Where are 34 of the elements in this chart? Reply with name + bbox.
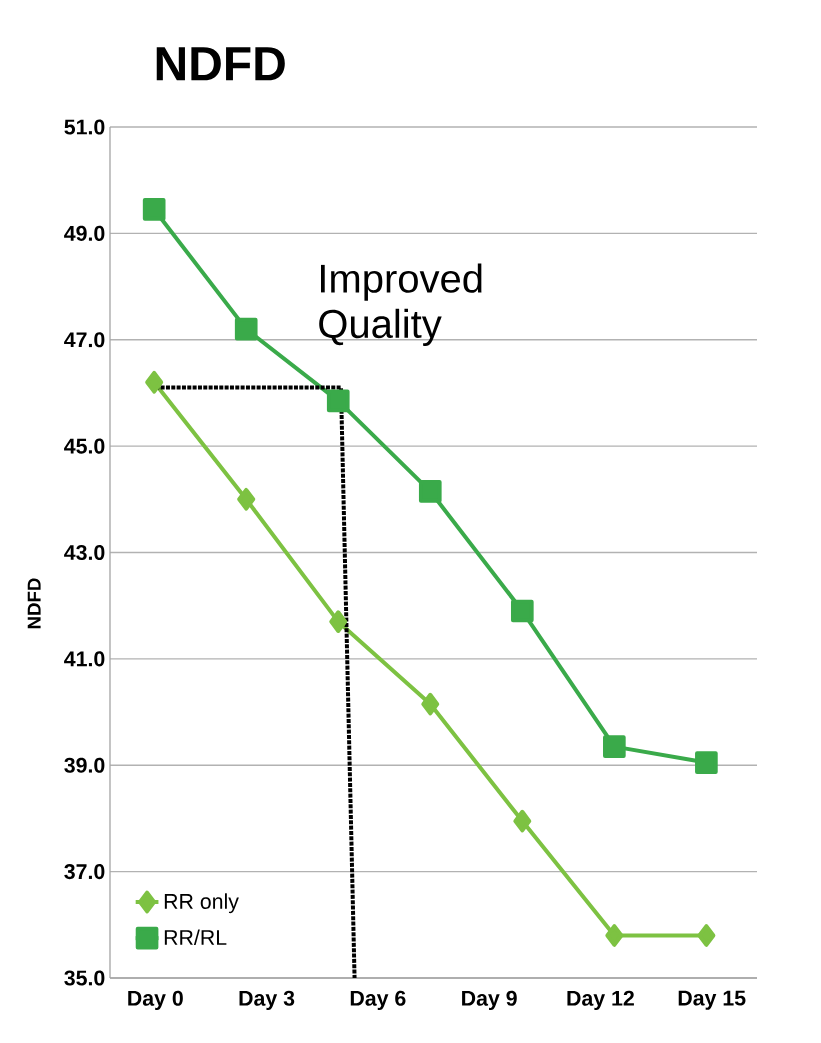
text: Day 6 [350,990,406,1011]
point [329,610,348,633]
text: Day 0 [128,990,183,1011]
text: Day 9 [462,990,517,1011]
text: Day 12 [567,990,634,1011]
legend-label: RR/RL [164,929,227,946]
point [234,317,258,341]
y-tick-label: 35.0 [64,970,105,986]
y-axis-title: NDFD [27,578,41,629]
point [237,487,256,511]
point [142,198,166,221]
annotation: Improved Quality [319,263,482,347]
point [605,924,624,947]
text: Day 3 [239,990,295,1011]
y-tick-label: 49.0 [64,225,105,241]
point [145,370,164,394]
legend-label: RR only [164,893,239,914]
point [421,692,440,716]
y-tick-label: 47.0 [64,332,105,348]
point [513,809,532,833]
point [326,389,350,413]
y-tick-label: 41.0 [64,651,105,667]
y-tick-label: 39.0 [64,757,105,773]
chart-title: NDFD [156,47,285,81]
y-tick-label: 37.0 [64,864,105,880]
point [603,735,626,758]
point [697,924,716,947]
point [510,599,534,623]
y-tick-label: 51.0 [64,119,105,135]
y-tick-label: 43.0 [64,544,105,561]
y-tick-label: 45.0 [64,438,105,454]
text: Day 15 [678,990,746,1010]
point [695,751,718,774]
point [418,480,442,503]
